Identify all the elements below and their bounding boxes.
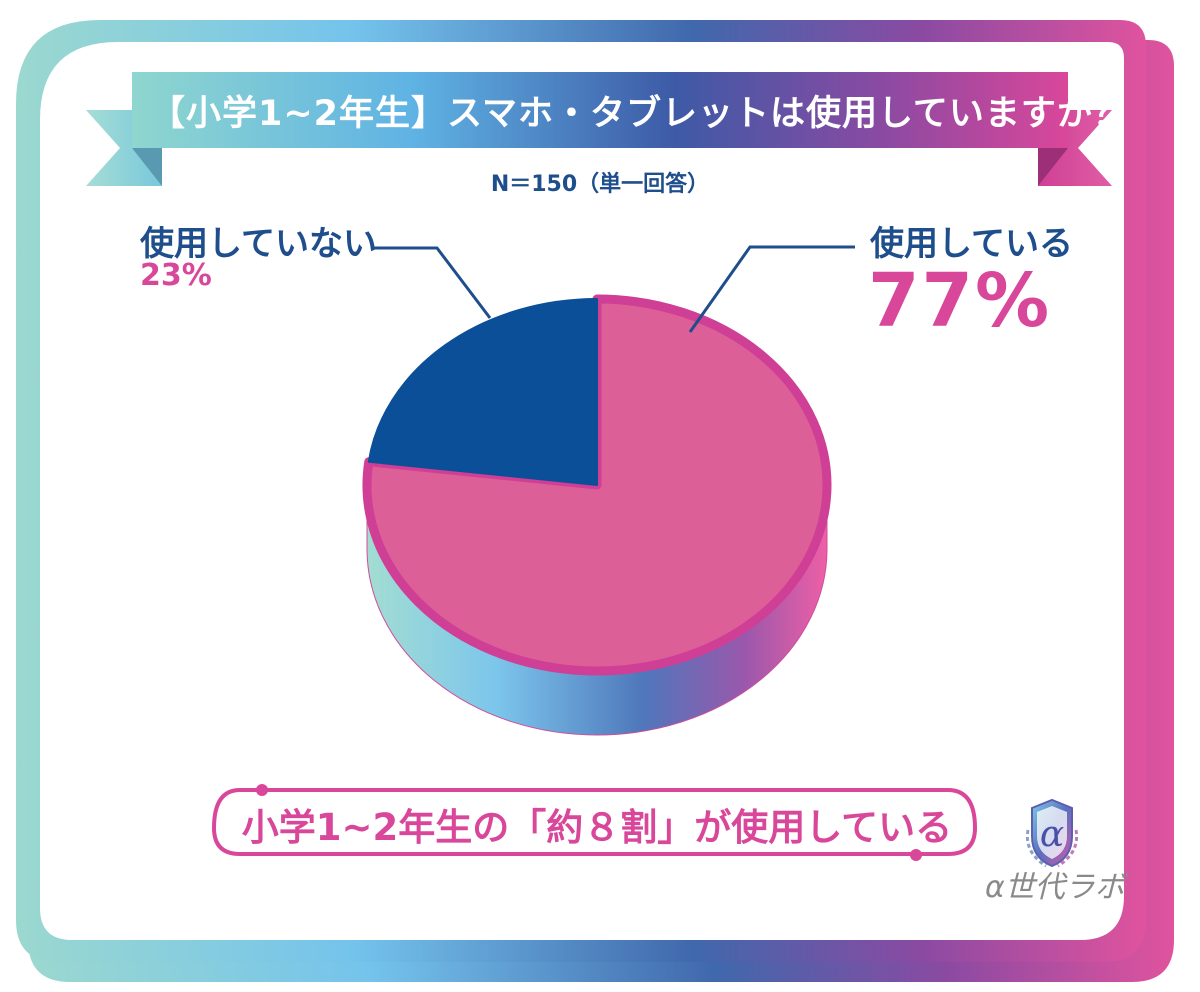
conclusion-pill xyxy=(211,788,978,856)
title-ribbon xyxy=(132,72,1068,148)
chart-subtitle: N＝150（単一回答） xyxy=(490,172,710,197)
leader-line-not-using xyxy=(372,246,492,319)
brand-logo-text: α世代ラボ xyxy=(985,870,1125,905)
data-label-not-using: 23% xyxy=(140,258,212,293)
label-using: 使用している xyxy=(870,224,1073,264)
leader-line-using xyxy=(688,245,855,333)
svg-text:α: α xyxy=(1040,814,1064,855)
pill-dot-right xyxy=(910,849,922,861)
alpha-shield-laurel-icon: α xyxy=(1025,798,1079,868)
ribbon-fold-right xyxy=(1038,148,1068,186)
ribbon-fold-left xyxy=(132,148,162,186)
data-label-using: 77% xyxy=(868,258,1052,344)
pie-slice-not-using xyxy=(367,298,598,486)
label-not-using: 使用していない xyxy=(140,224,377,264)
pill-dot-left xyxy=(256,784,268,796)
chart-title: 【小学1~2年生】スマホ・タブレットは使用していますか？ xyxy=(150,94,1129,134)
pie-3d xyxy=(362,294,832,736)
conclusion-text: 小学1~2年生の「約８割」が使用している xyxy=(241,806,953,849)
